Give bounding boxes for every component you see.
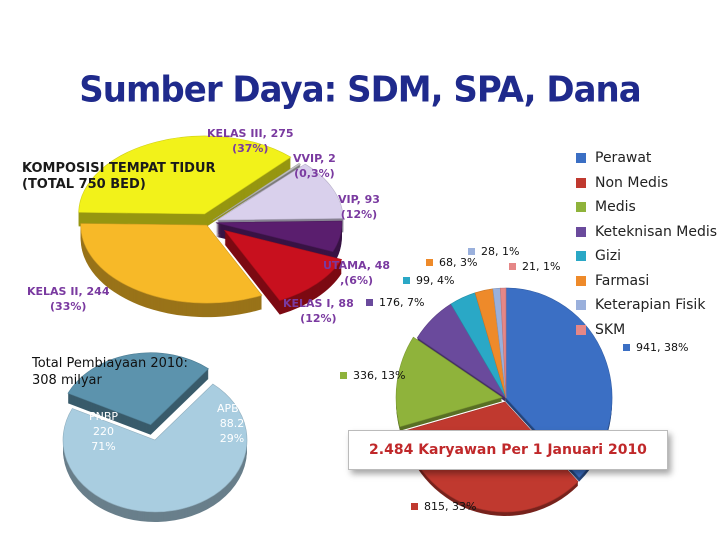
staff-label-marker — [468, 248, 475, 255]
bed-slice-kelas-ii — [80, 223, 263, 304]
bed-slice-vvip — [212, 162, 302, 221]
funding-label-apbn-name: APBN — [217, 402, 247, 415]
staff-label-marker — [340, 372, 347, 379]
funding-title-line-2: 308 milyar — [32, 373, 102, 388]
bed-label-vip-name: VIP, 93 — [338, 193, 380, 206]
bed-label-kelas-iii-pct: (37%) — [232, 142, 269, 155]
staff-label-text: 99, 4% — [416, 274, 455, 287]
bed-chart-title-line-1: KOMPOSISI TEMPAT TIDUR — [22, 161, 216, 176]
legend-item-non-medis: Non Medis — [576, 171, 717, 196]
funding-label-pnbp-pct: 71% — [91, 440, 116, 453]
staff-label-skm: 21, 1% — [509, 260, 560, 273]
staff-label-text: 176, 7% — [379, 296, 425, 309]
staff-label-farmasi: 68, 3% — [426, 256, 477, 269]
staff-label-keteknisan-medis: 176, 7% — [366, 296, 424, 309]
legend-item-gizi: Gizi — [576, 244, 717, 269]
legend-label: Non Medis — [595, 174, 669, 191]
legend-label: Gizi — [595, 248, 621, 265]
staff-label-marker — [426, 259, 433, 266]
funding-label-pnbp-name: PNBP — [89, 410, 119, 423]
staff-label-text: 815, 33% — [424, 500, 477, 513]
staff-label-text: 941, 38% — [636, 341, 689, 354]
bed-label-kelas-i: KELAS I, 88 (12%) — [283, 296, 354, 326]
bed-label-kelas-ii-pct: (33%) — [50, 300, 87, 313]
staff-label-text: 21, 1% — [522, 260, 561, 273]
bed-label-vip-pct: (12%) — [340, 208, 378, 221]
legend-swatch — [576, 153, 586, 164]
bed-label-kelas-ii: KELAS II, 244 (33%) — [27, 284, 109, 314]
legend-swatch — [576, 251, 586, 262]
bed-label-vip: VIP, 93 (12%) — [338, 192, 380, 222]
staff-legend: Perawat Non Medis Medis Keteknisan Medis… — [576, 146, 717, 342]
staff-label-marker — [509, 263, 516, 270]
bed-slice-side-vvip — [212, 165, 301, 223]
staff-label-marker — [403, 277, 410, 284]
funding-label-apbn-value: 88.2 — [219, 417, 245, 430]
funding-label-apbn: APBN 88.2 29% — [217, 401, 247, 446]
funding-slice-apbn — [67, 352, 209, 426]
funding-chart-title: Total Pembiayaan 2010: 308 milyar — [32, 355, 188, 389]
bed-label-vvip-pct: (0,3%) — [294, 167, 335, 180]
legend-swatch — [576, 300, 586, 311]
funding-label-pnbp: PNBP 220 71% — [89, 409, 118, 454]
bed-label-kelas-iii: KELAS III, 275 (37%) — [207, 126, 294, 156]
bed-label-vvip-name: VVIP, 2 — [293, 152, 336, 165]
legend-item-keterapian-fisik: Keterapian Fisik — [576, 293, 717, 318]
bed-label-utama: UTAMA, 48 ,(6%) — [323, 258, 390, 288]
funding-title-line-1: Total Pembiayaan 2010: — [32, 356, 188, 371]
legend-label: Keterapian Fisik — [595, 297, 706, 314]
bed-chart-title: KOMPOSISI TEMPAT TIDUR (TOTAL 750 BED) — [22, 161, 216, 193]
legend-label: SKM — [595, 321, 626, 338]
bed-slice-kelas-iii — [78, 135, 292, 215]
staff-label-text: 28, 1% — [481, 245, 520, 258]
legend-item-skm: SKM — [576, 318, 717, 343]
staff-slice-medis — [395, 336, 503, 428]
legend-swatch — [576, 275, 586, 286]
legend-label: Medis — [595, 199, 636, 216]
bed-label-kelas-iii-name: KELAS III, 275 — [207, 127, 294, 140]
staff-label-perawat: 941, 38% — [623, 341, 688, 354]
staff-slice-skm — [500, 287, 507, 399]
bed-slice-utama — [215, 220, 343, 253]
staff-label-keterapian-fisik: 28, 1% — [468, 245, 519, 258]
bed-label-vvip: VVIP, 2 (0,3%) — [293, 151, 336, 181]
bed-slice-kelas-i — [223, 229, 343, 301]
funding-pie — [62, 352, 248, 522]
funding-label-pnbp-value: 220 — [93, 425, 115, 438]
legend-swatch — [576, 202, 586, 213]
bed-chart-title-line-2: (TOTAL 750 BED) — [22, 177, 146, 192]
legend-label: Keteknisan Medis — [595, 223, 718, 240]
funding-slice-pnbp — [62, 383, 248, 513]
staff-label-marker — [623, 344, 630, 351]
bed-label-kelas-ii-name: KELAS II, 244 — [27, 285, 110, 298]
legend-swatch — [576, 226, 586, 237]
staff-label-text: 336, 13% — [353, 369, 406, 382]
bed-pie — [78, 135, 344, 318]
legend-label: Perawat — [595, 150, 652, 167]
legend-swatch — [576, 177, 586, 188]
staff-label-non-medis: 815, 33% — [411, 500, 476, 513]
bed-label-kelas-i-name: KELAS I, 88 — [283, 297, 354, 310]
legend-label: Farmasi — [595, 272, 650, 289]
bed-label-utama-name: UTAMA, 48 — [323, 259, 391, 272]
legend-item-medis: Medis — [576, 195, 717, 220]
funding-label-apbn-pct: 29% — [219, 432, 245, 445]
staff-label-marker — [411, 503, 418, 510]
slide-title: Sumber Daya: SDM, SPA, Dana — [79, 69, 641, 111]
bed-label-utama-pct: ,(6%) — [340, 274, 373, 287]
legend-swatch — [576, 324, 586, 335]
staff-label-gizi: 99, 4% — [403, 274, 454, 287]
legend-item-keteknisan-medis: Keteknisan Medis — [576, 220, 717, 245]
legend-item-farmasi: Farmasi — [576, 269, 717, 294]
legend-item-perawat: Perawat — [576, 146, 717, 171]
staff-total-banner: 2.484 Karyawan Per 1 Januari 2010 — [348, 430, 668, 470]
staff-label-marker — [366, 299, 373, 306]
bed-slice-vip — [216, 163, 344, 221]
bed-label-kelas-i-pct: (12%) — [300, 312, 337, 325]
staff-label-medis: 336, 13% — [340, 369, 405, 382]
staff-label-text: 68, 3% — [439, 256, 478, 269]
